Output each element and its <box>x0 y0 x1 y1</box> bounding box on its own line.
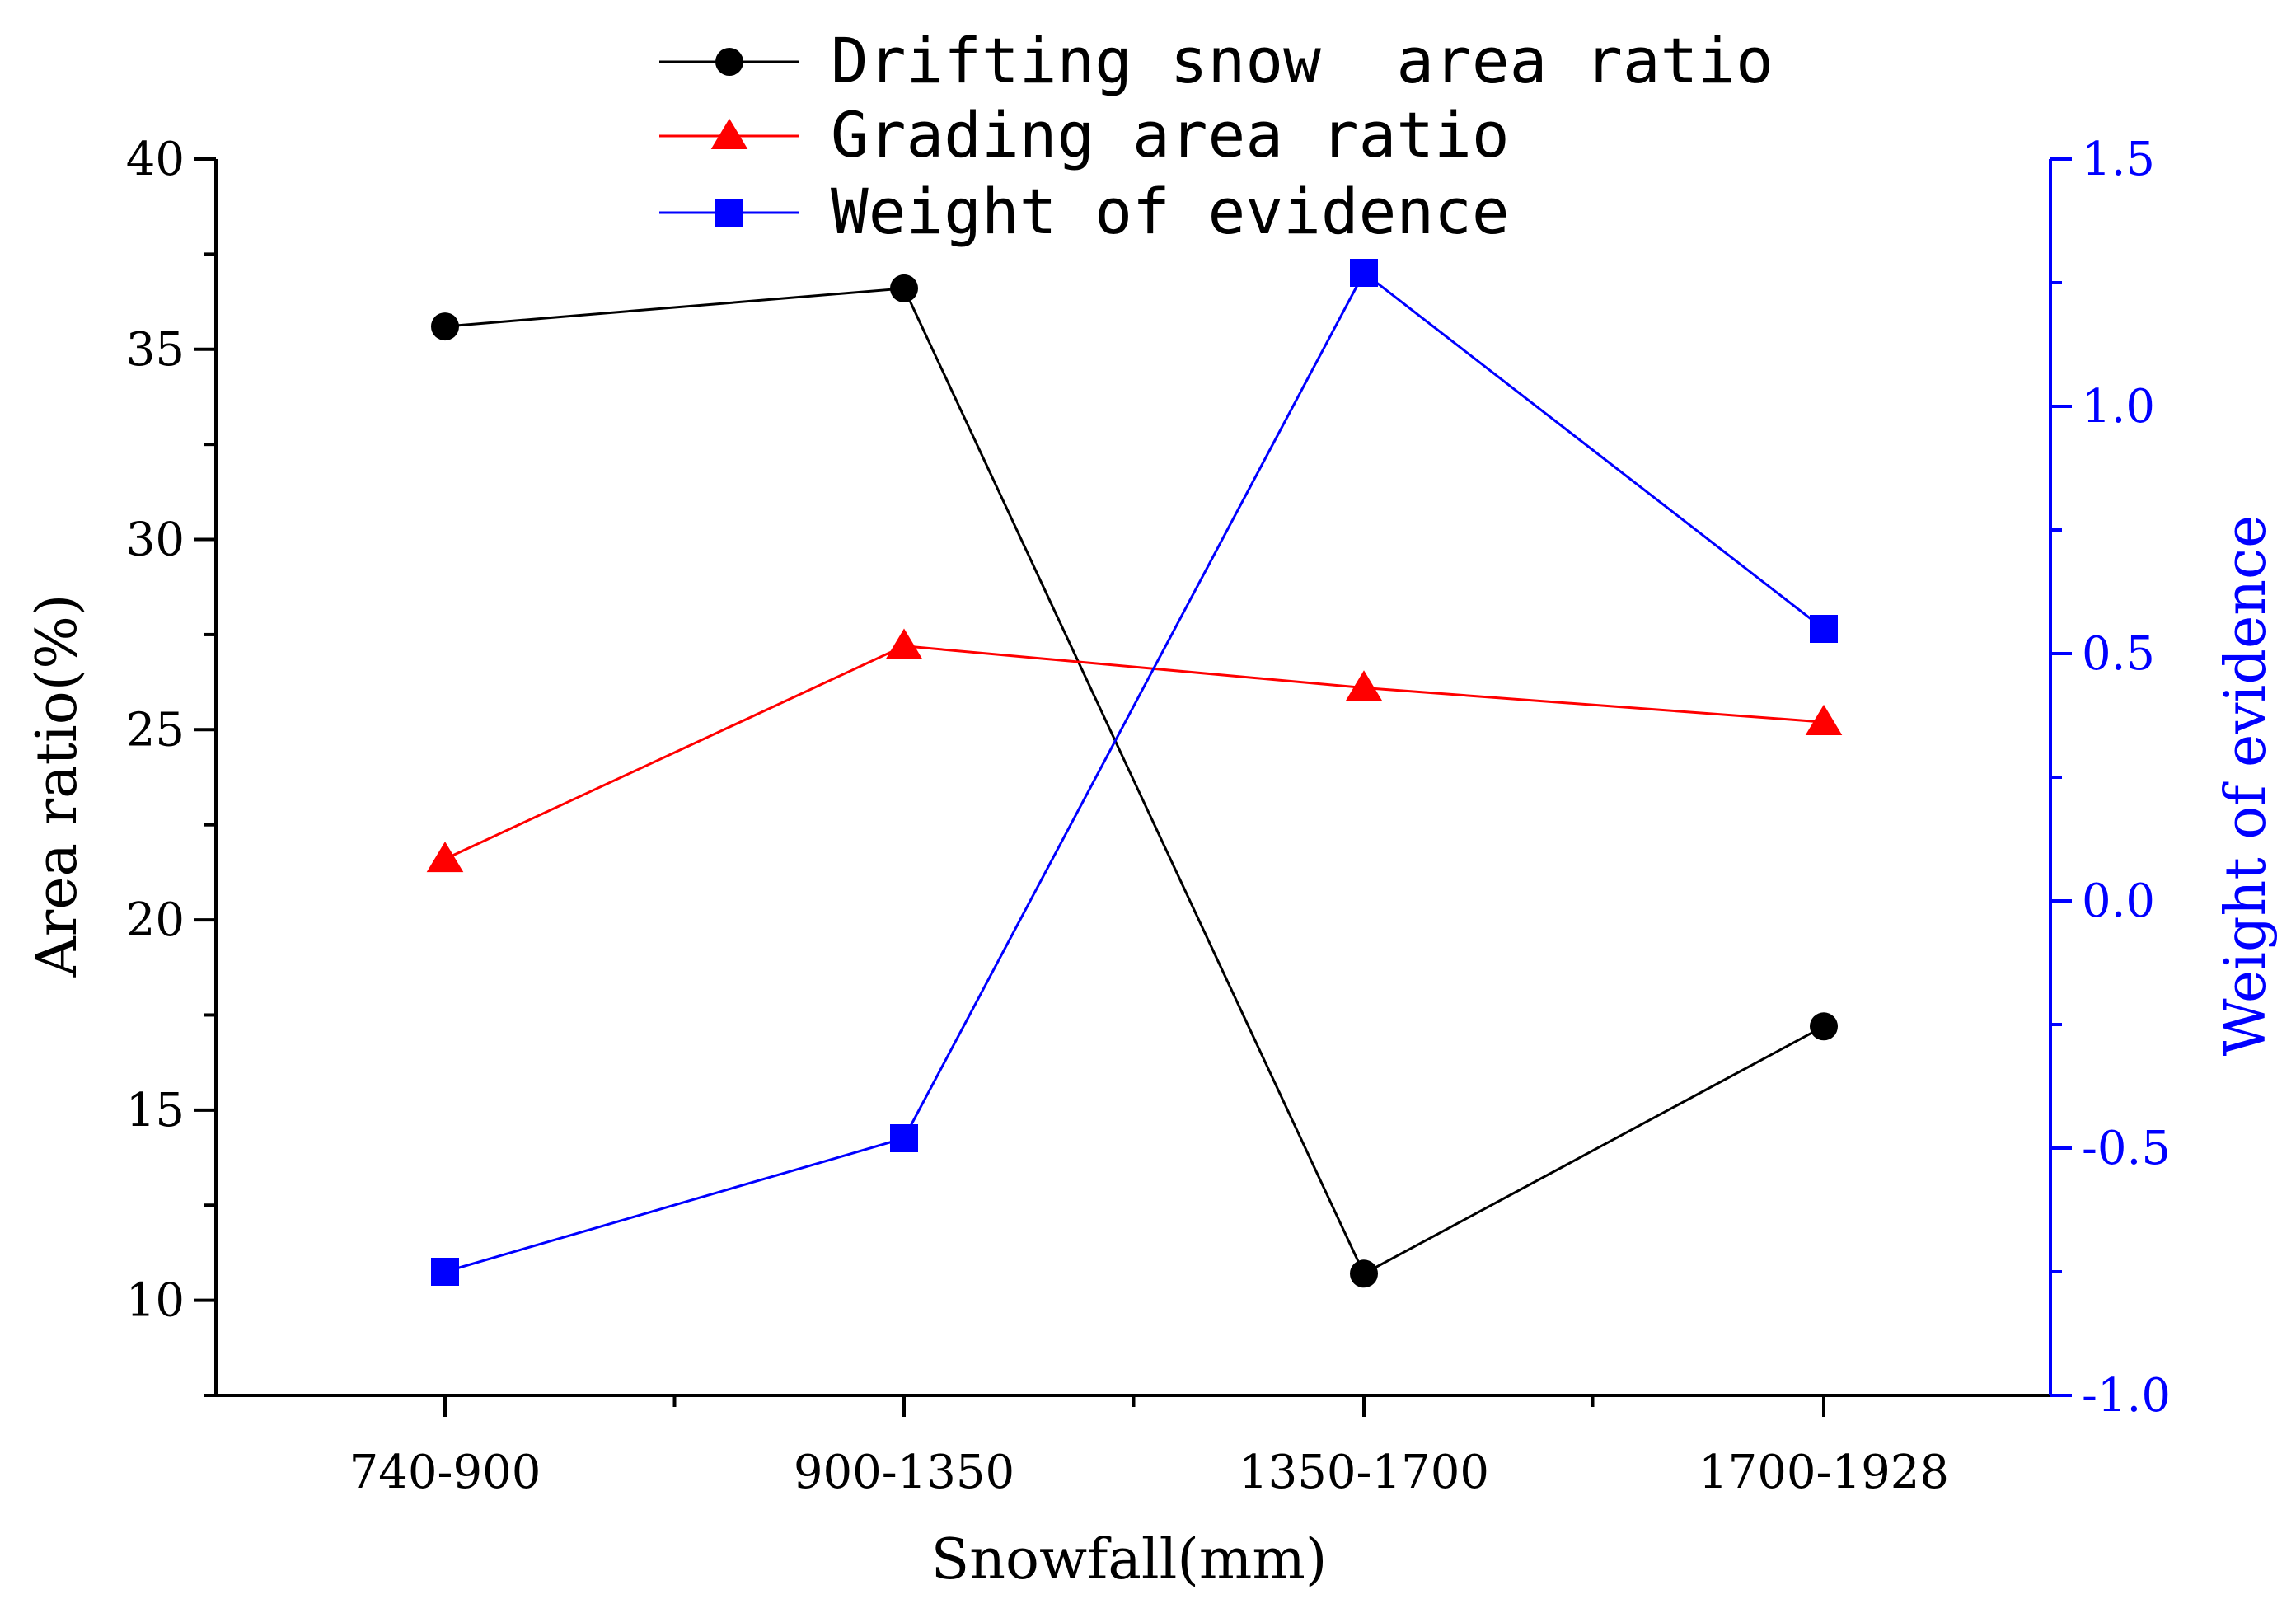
data-point <box>890 1124 918 1152</box>
x-tick-label: 900-1350 <box>794 1446 1014 1499</box>
y-tick-label: 25 <box>126 703 185 757</box>
legend-label: Weight of evidence <box>831 175 1510 248</box>
y-right-tick-label: 1.5 <box>2082 133 2155 186</box>
series-triangle <box>426 628 1843 873</box>
x-tick-label: 1700-1928 <box>1699 1446 1949 1499</box>
data-point <box>1345 670 1383 701</box>
axes: 10 15 20 25 30 35 40 -1.0 -0.5 0.0 0.5 1.0 1.5 740-90… <box>126 133 2171 1499</box>
data-point <box>1805 704 1843 736</box>
series-circle <box>431 274 1838 1288</box>
series-line <box>444 287 1825 1276</box>
y-right-tick-label: -0.5 <box>2082 1122 2171 1175</box>
legend-marker <box>715 199 743 227</box>
y-tick-label: 20 <box>126 893 185 947</box>
data-point <box>890 274 918 302</box>
series-line <box>444 270 1825 1273</box>
legend-marker <box>710 118 748 149</box>
series-square <box>431 259 1838 1286</box>
data-point <box>885 628 923 659</box>
y-axis-title: Area ratio(%) <box>25 594 90 978</box>
y-right-tick-label: 1.0 <box>2082 380 2155 434</box>
y-tick-label: 40 <box>126 133 185 186</box>
y-axis-right-title: Weight of evidence <box>2214 515 2279 1057</box>
data-point <box>431 1258 459 1286</box>
legend-label: Grading area ratio <box>831 98 1510 171</box>
y-tick-label: 10 <box>126 1274 185 1328</box>
series-layer <box>426 259 1843 1288</box>
x-tick-label: 740-900 <box>349 1446 541 1499</box>
y-tick-label: 30 <box>126 513 185 567</box>
legend-marker <box>715 48 743 76</box>
y-tick-label: 35 <box>126 323 185 377</box>
data-point <box>431 312 459 341</box>
y-right-tick-label: 0.0 <box>2082 874 2155 928</box>
data-point <box>1350 1259 1378 1288</box>
y-right-tick-label: -1.0 <box>2082 1369 2171 1423</box>
data-point <box>426 841 464 873</box>
legend-label: Drifting snow area ratio <box>831 24 1774 97</box>
x-tick-label: 1350-1700 <box>1239 1446 1489 1499</box>
series-line <box>444 645 1825 860</box>
y-tick-label: 15 <box>126 1084 185 1137</box>
data-point <box>1810 615 1838 643</box>
data-point <box>1810 1012 1838 1041</box>
data-point <box>1350 259 1378 287</box>
x-axis-title: Snowfall(mm) <box>931 1527 1328 1592</box>
y-right-tick-label: 0.5 <box>2082 627 2155 681</box>
